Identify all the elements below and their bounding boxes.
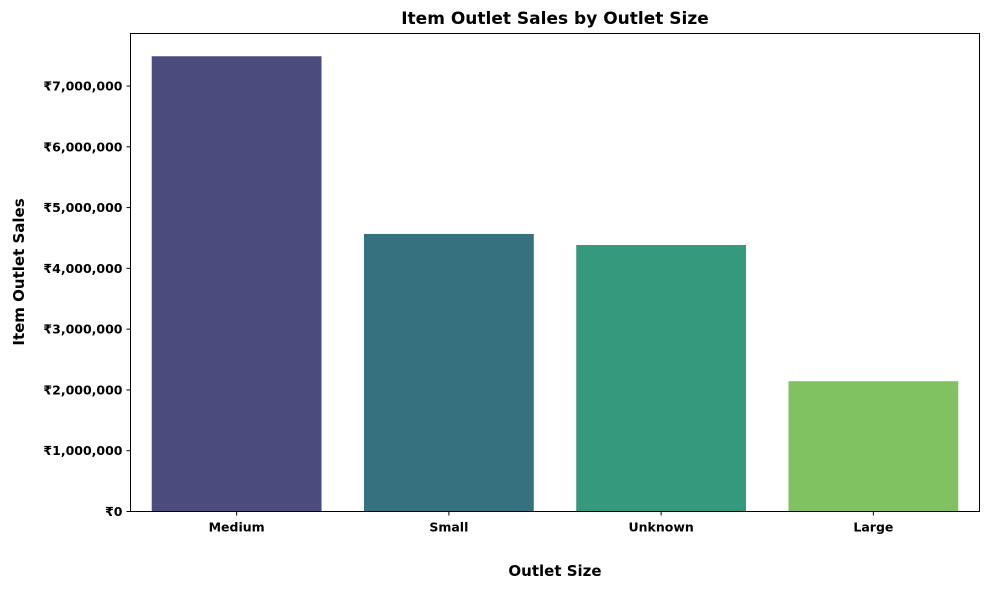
bar-small — [363, 233, 534, 512]
x-tick-label: Small — [429, 520, 468, 535]
x-axis-label: Outlet Size — [508, 562, 601, 580]
x-axis-ticks: Medium Small Unknown Large — [209, 511, 893, 535]
bar-medium — [151, 56, 322, 512]
x-tick-label: Large — [853, 520, 893, 535]
y-tick-label: ₹7,000,000 — [43, 79, 122, 94]
x-tick-label: Medium — [209, 520, 265, 535]
y-tick-label: ₹0 — [105, 504, 123, 519]
y-tick-label: ₹1,000,000 — [43, 443, 122, 458]
y-tick-label: ₹3,000,000 — [43, 322, 122, 337]
plot-frame — [130, 33, 980, 512]
y-axis-label: Item Outlet Sales — [10, 198, 28, 345]
y-axis-ticks: ₹0 ₹1,000,000 ₹2,000,000 ₹3,000,000 ₹4,000,0… — [43, 79, 131, 519]
y-tick-label: ₹2,000,000 — [43, 382, 122, 397]
bar-large — [788, 381, 959, 512]
bars-group — [151, 56, 959, 512]
chart-title: Item Outlet Sales by Outlet Size — [401, 9, 709, 29]
x-tick-label: Unknown — [628, 520, 693, 535]
y-tick-label: ₹4,000,000 — [43, 261, 122, 276]
y-tick-label: ₹6,000,000 — [43, 139, 122, 154]
bar-unknown — [576, 245, 747, 512]
y-tick-label: ₹5,000,000 — [43, 200, 122, 215]
